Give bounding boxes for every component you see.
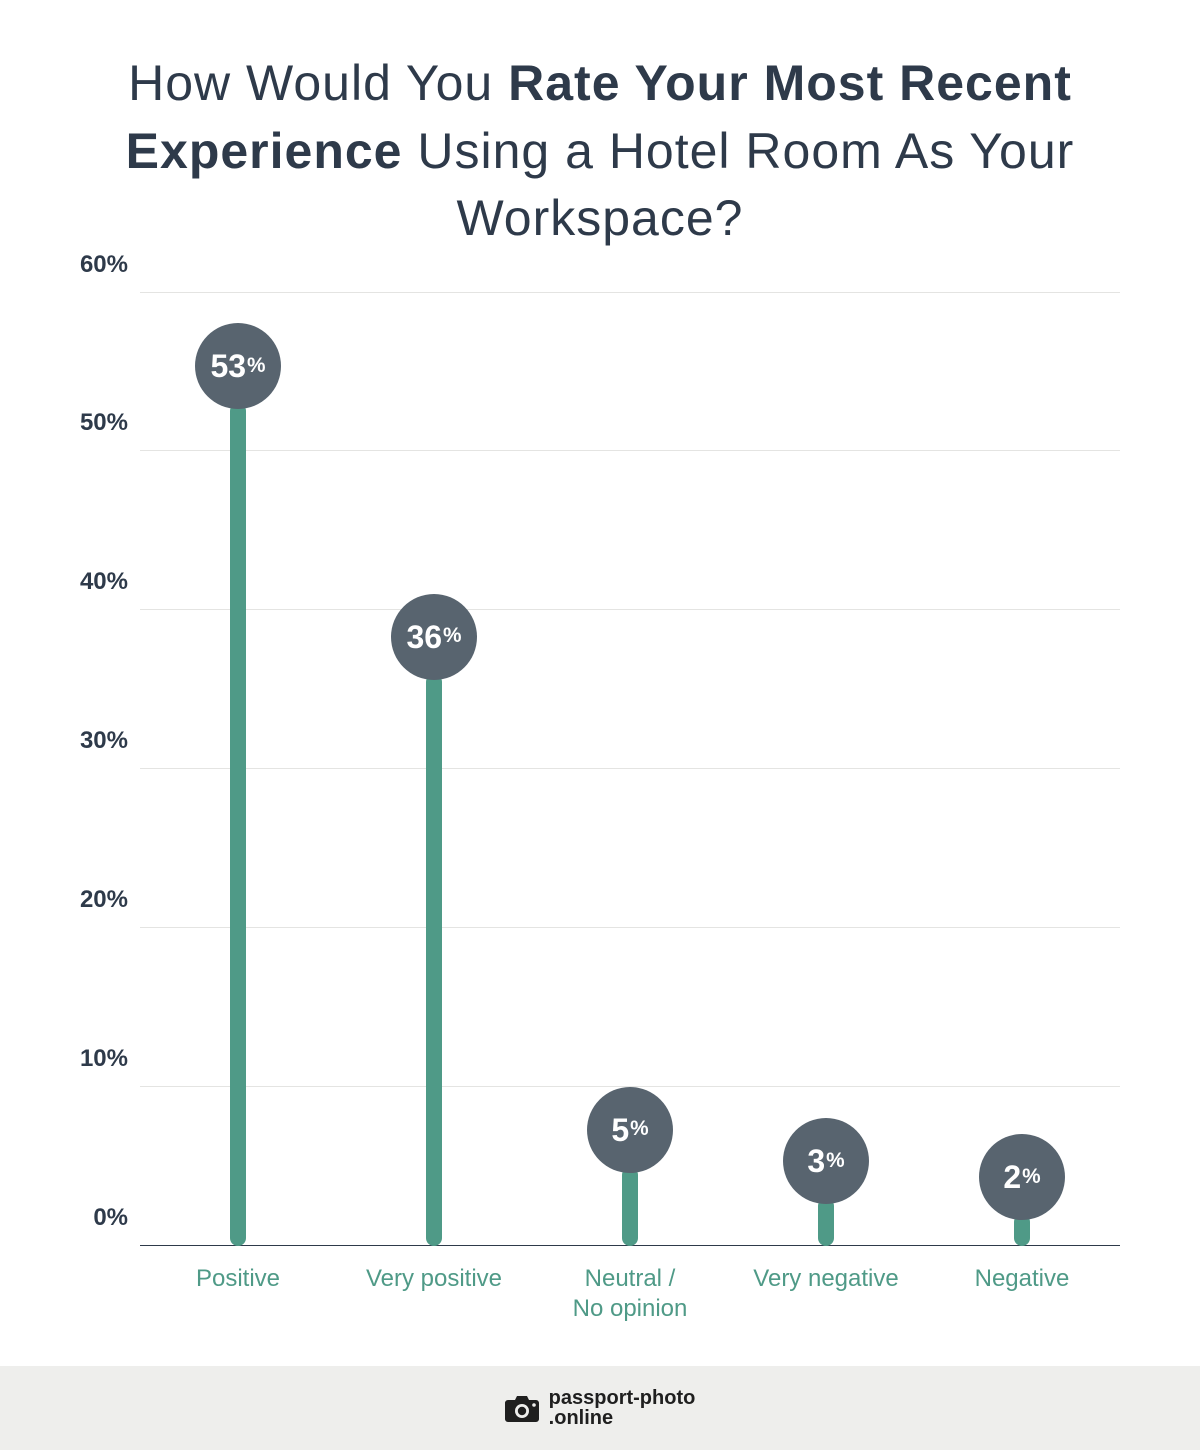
value-number: 3 (807, 1145, 825, 1177)
bar-group: 5% (587, 1087, 673, 1247)
value-percent-sign: % (1022, 1167, 1041, 1188)
gridline (140, 609, 1120, 610)
bar-group: 2% (979, 1134, 1065, 1246)
x-axis-label: Very positive (344, 1264, 524, 1294)
x-axis-label: Positive (148, 1264, 328, 1294)
y-axis-label: 60% (80, 251, 128, 279)
value-bubble: 5% (587, 1087, 673, 1173)
value-number: 36 (406, 621, 442, 653)
value-number: 5 (611, 1114, 629, 1146)
bar (426, 674, 442, 1246)
x-axis-label: Very negative (736, 1264, 916, 1294)
y-axis-label: 20% (80, 886, 128, 914)
bar (622, 1167, 638, 1247)
title-pre: How Would You (128, 55, 508, 111)
gridline (140, 450, 1120, 451)
value-percent-sign: % (247, 356, 266, 377)
bar (230, 403, 246, 1246)
gridline (140, 768, 1120, 769)
value-number: 2 (1003, 1161, 1021, 1193)
value-percent-sign: % (443, 626, 462, 647)
bar-group: 53% (195, 323, 281, 1246)
chart-card: How Would You Rate Your Most Recent Expe… (0, 0, 1200, 1366)
y-axis-label: 10% (80, 1045, 128, 1073)
bar (818, 1198, 834, 1246)
gridline (140, 927, 1120, 928)
value-percent-sign: % (826, 1151, 845, 1172)
x-axis-label: Neutral /No opinion (540, 1264, 720, 1324)
footer-line2: .online (549, 1408, 696, 1428)
gridline (140, 292, 1120, 293)
chart-title: How Would You Rate Your Most Recent Expe… (60, 50, 1140, 253)
title-post: Using a Hotel Room As Your Workspace? (403, 123, 1075, 247)
bar-group: 36% (391, 594, 477, 1246)
footer-line1: passport-photo (549, 1387, 696, 1409)
y-axis-label: 40% (80, 568, 128, 596)
footer-brand: passport-photo .online (549, 1388, 696, 1428)
y-axis-label: 30% (80, 727, 128, 755)
value-bubble: 53% (195, 323, 281, 409)
footer: passport-photo .online (0, 1366, 1200, 1450)
y-axis-label: 0% (93, 1204, 128, 1232)
value-bubble: 36% (391, 594, 477, 680)
y-axis-label: 50% (80, 409, 128, 437)
plot-region: 0%10%20%30%40%50%60%53%Positive36%Very p… (140, 293, 1120, 1247)
value-number: 53 (210, 350, 246, 382)
x-axis-label: Negative (932, 1264, 1112, 1294)
chart-area: 0%10%20%30%40%50%60%53%Positive36%Very p… (60, 293, 1140, 1347)
value-percent-sign: % (630, 1119, 649, 1140)
camera-icon (505, 1394, 539, 1422)
value-bubble: 3% (783, 1118, 869, 1204)
bar-group: 3% (783, 1118, 869, 1246)
value-bubble: 2% (979, 1134, 1065, 1220)
